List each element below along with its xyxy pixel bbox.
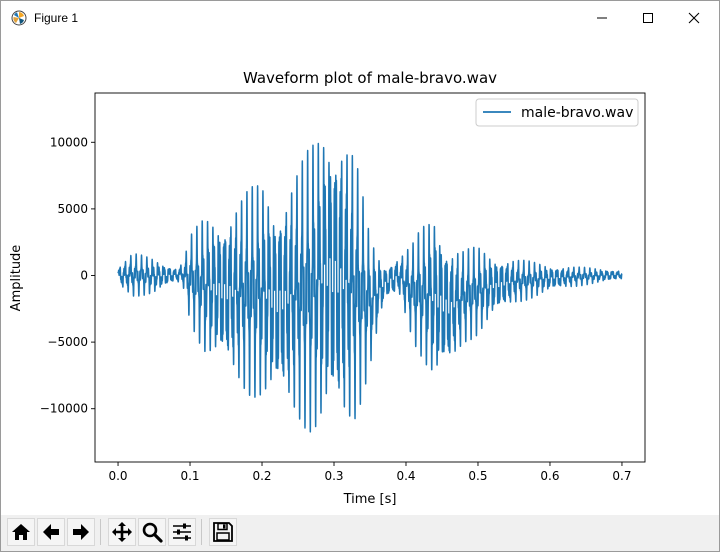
figure-canvas[interactable]: Waveform plot of male-bravo.wav 0.0 0.1 0.… [1,35,719,515]
window-title: Figure 1 [34,11,79,25]
minimize-icon [597,17,607,19]
configure-subplots-button[interactable] [168,518,196,546]
chart-title: Waveform plot of male-bravo.wav [243,69,497,87]
waveform-chart: Waveform plot of male-bravo.wav 0.0 0.1 0.… [9,69,646,507]
y-tick-label: 5000 [57,202,88,216]
home-icon [12,524,30,540]
minimize-button[interactable] [579,1,625,35]
arrow-right-icon [73,524,89,540]
y-tick-label: −5000 [47,335,88,349]
navigation-toolbar [1,515,719,551]
x-tick-label: 0.6 [540,469,559,483]
back-button[interactable] [37,518,65,546]
x-tick-label: 0.3 [324,469,343,483]
legend-label: male-bravo.wav [521,105,633,121]
legend-box [475,98,639,127]
x-tick-label: 0.4 [396,469,415,483]
move-icon [112,522,132,542]
save-button[interactable] [209,518,237,546]
maximize-button[interactable] [625,1,671,35]
magnifier-icon [142,522,163,543]
close-icon [688,12,700,24]
axis-ticks: 0.0 0.1 0.2 0.3 0.4 0.5 0.6 0.7 −10000 −5000 0 5000… [40,135,632,483]
x-tick-label: 0.5 [468,469,487,483]
x-tick-label: 0.0 [108,469,127,483]
matplotlib-icon [11,10,27,26]
x-tick-label: 0.1 [180,469,199,483]
zoom-button[interactable] [138,518,166,546]
floppy-icon [213,522,233,542]
waveform-layer [117,142,623,433]
pan-button[interactable] [108,518,136,546]
title-bar[interactable]: Figure 1 [1,1,719,35]
forward-button[interactable] [67,518,95,546]
y-tick-label: 0 [80,269,88,283]
y-axis-label: Amplitude [9,245,24,312]
waveform-series-line [117,142,623,433]
toolbar-separator [201,519,202,545]
x-tick-label: 0.2 [252,469,271,483]
y-tick-label: 10000 [50,135,88,149]
y-tick-label: −10000 [40,402,88,416]
sliders-icon [173,523,191,541]
home-button[interactable] [7,518,35,546]
close-button[interactable] [671,1,717,35]
x-tick-label: 0.7 [612,469,631,483]
plot-frame [94,92,646,463]
toolbar-separator [100,519,101,545]
legend: male-bravo.wav [475,98,639,127]
arrow-left-icon [43,524,59,540]
maximize-icon [643,13,653,23]
x-axis-label: Time [s] [343,492,397,507]
